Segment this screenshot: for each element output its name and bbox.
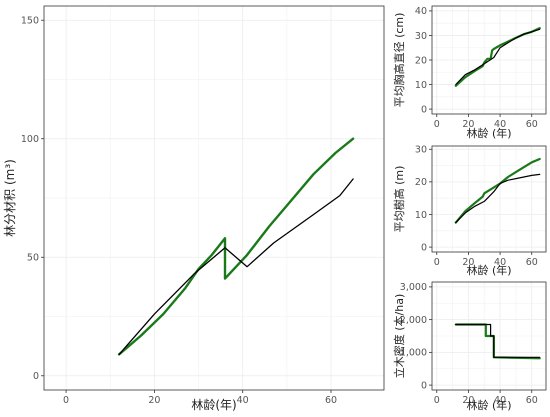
y-tick-label: 100 [21, 134, 39, 145]
y-tick-label: 1,000 [400, 348, 427, 359]
plot-frame [431, 281, 547, 391]
x-tick-label: 20 [462, 395, 474, 406]
series-line-green [454, 157, 541, 224]
x-axis-label: 林龄 (年) [466, 126, 511, 140]
x-tick-label: 40 [494, 395, 506, 406]
y-tick-label: 2,000 [400, 315, 427, 326]
x-tick-label: 40 [494, 119, 506, 130]
y-tick-label: 0 [421, 242, 427, 253]
main-volume-chart: 0 20 40 60 0 50 100 150 林龄(年) 林分材积 (m³) [3, 5, 385, 412]
y-tick-label: 0 [33, 371, 39, 382]
series-line-black [118, 178, 354, 356]
height-chart: 0 20 40 60 0 10 20 30 林龄 (年) 平均樹高 (m) [392, 145, 547, 277]
x-tick-label: 60 [526, 257, 538, 268]
density-chart: 0 20 40 60 0 1,000 2,000 3,000 林龄 (年) 立木密度 (本/ha) [392, 281, 547, 412]
x-tick-label: 0 [434, 257, 440, 268]
series-line-green [117, 137, 355, 356]
x-tick-label: 20 [148, 395, 160, 406]
y-tick-label: 40 [415, 6, 427, 17]
x-tick-label: 0 [63, 395, 69, 406]
plot-frame [43, 5, 385, 391]
x-tick-label: 40 [494, 257, 506, 268]
series-line-black [455, 28, 541, 86]
y-tick-label: 3,000 [400, 282, 427, 293]
y-tick-label: 0 [421, 380, 427, 391]
y-axis-label: 立木密度 (本/ha) [392, 294, 406, 379]
y-tick-label: 30 [415, 145, 427, 156]
x-tick-label: 20 [462, 119, 474, 130]
y-axis-label: 平均樹高 (m) [392, 166, 406, 233]
x-axis-label: 林龄 (年) [466, 398, 511, 412]
x-tick-label: 40 [237, 395, 249, 406]
y-tick-label: 10 [415, 210, 427, 221]
y-tick-label: 20 [415, 177, 427, 188]
x-tick-label: 60 [526, 395, 538, 406]
x-axis-label: 林龄 (年) [466, 263, 511, 277]
x-tick-label: 60 [325, 395, 337, 406]
series-line-black [455, 323, 541, 358]
y-tick-label: 150 [21, 16, 39, 27]
series-line-black [455, 173, 541, 224]
x-tick-label: 60 [526, 119, 538, 130]
y-tick-label: 20 [415, 55, 427, 66]
y-axis-label: 林分材积 (m³) [3, 159, 17, 237]
y-axis-label: 平均胸高直径 (cm) [392, 13, 406, 108]
x-tick-label: 0 [434, 395, 440, 406]
x-tick-label: 0 [434, 119, 440, 130]
plot-frame [431, 145, 547, 253]
x-tick-label: 20 [462, 257, 474, 268]
y-tick-label: 10 [415, 80, 427, 91]
x-axis-label: 林龄(年) [191, 398, 236, 412]
y-tick-label: 50 [27, 253, 39, 264]
y-tick-label: 30 [415, 31, 427, 42]
y-tick-label: 0 [421, 104, 427, 115]
